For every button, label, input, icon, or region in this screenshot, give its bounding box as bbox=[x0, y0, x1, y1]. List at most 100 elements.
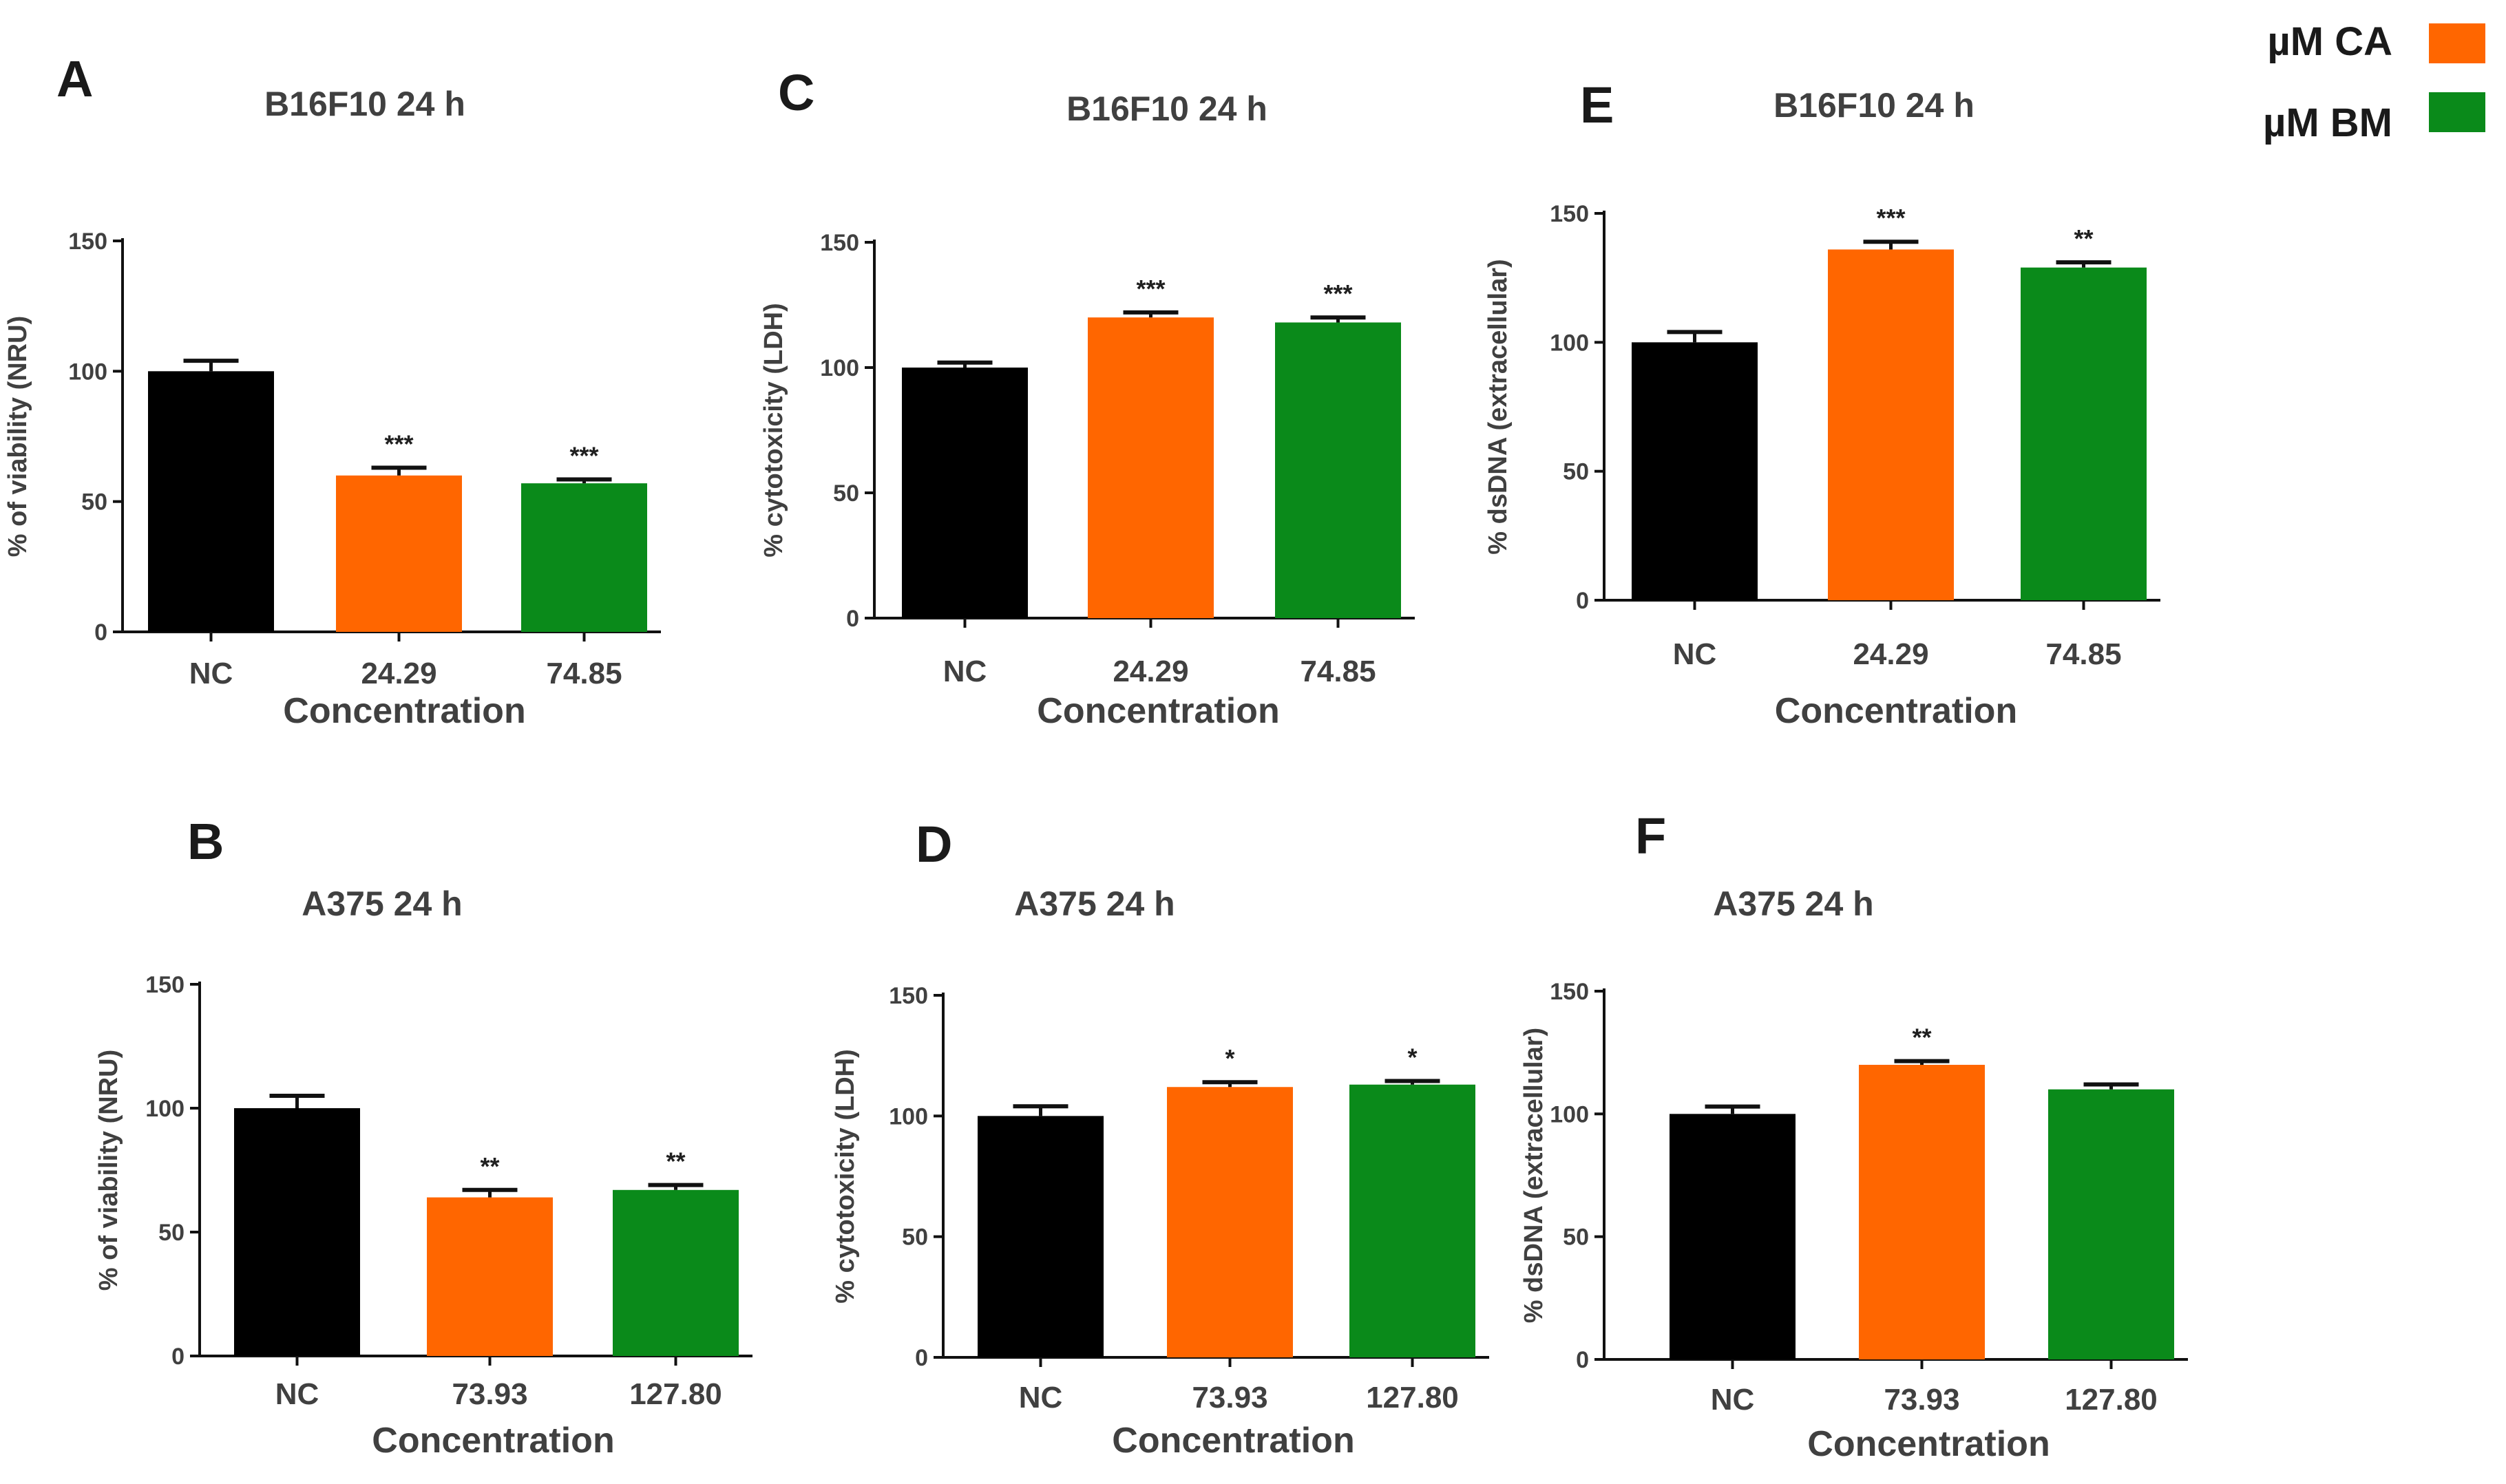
legend: µM CA µM BM bbox=[2263, 19, 2485, 145]
category-label: 24.29 bbox=[1853, 637, 1928, 671]
category-label: 73.93 bbox=[452, 1377, 527, 1411]
panel-E: E B16F10 24 h 0 50 100 150 % dsDNA (extracellu… bbox=[1484, 76, 2160, 731]
y-tick-label: 0 bbox=[846, 606, 859, 632]
category-label: 24.29 bbox=[1113, 655, 1188, 688]
significance-label: *** bbox=[384, 430, 413, 458]
x-axis-label: Concentration bbox=[1112, 1421, 1354, 1461]
bar bbox=[1859, 1065, 1985, 1359]
significance-label: ** bbox=[480, 1152, 499, 1180]
category-label: NC bbox=[275, 1377, 319, 1411]
legend-swatch bbox=[2429, 23, 2485, 63]
panel-title: B16F10 24 h bbox=[1773, 86, 1975, 125]
y-axis-label: % cytotoxicity (LDH) bbox=[759, 303, 788, 557]
y-tick-label: 100 bbox=[820, 355, 859, 381]
panel-title: B16F10 24 h bbox=[1066, 89, 1267, 128]
y-tick-label: 50 bbox=[158, 1220, 185, 1246]
bar bbox=[978, 1116, 1104, 1357]
bar bbox=[613, 1189, 739, 1356]
category-label: 74.85 bbox=[2045, 637, 2121, 671]
y-tick-label: 100 bbox=[889, 1103, 928, 1130]
bar bbox=[1167, 1087, 1293, 1357]
y-tick-label: 150 bbox=[145, 972, 185, 998]
y-tick-label: 150 bbox=[1550, 201, 1589, 227]
y-tick-label: 0 bbox=[1576, 1347, 1589, 1373]
category-label: NC bbox=[1673, 637, 1717, 671]
legend-label: µM CA bbox=[2267, 19, 2392, 64]
panel-letter: A bbox=[56, 50, 93, 107]
y-tick-label: 150 bbox=[68, 229, 107, 255]
significance-label: *** bbox=[1876, 204, 1905, 232]
bar bbox=[1828, 249, 1954, 600]
bar bbox=[148, 371, 274, 632]
y-tick-label: 50 bbox=[1563, 459, 1589, 485]
panel-letter: D bbox=[916, 816, 952, 873]
legend-swatch bbox=[2429, 92, 2485, 132]
category-label: NC bbox=[189, 657, 233, 690]
y-tick-label: 50 bbox=[81, 489, 107, 516]
bar bbox=[427, 1197, 553, 1356]
y-axis-label: % of viability (NRU) bbox=[94, 1050, 123, 1291]
category-label: 24.29 bbox=[361, 657, 436, 690]
category-label: 74.85 bbox=[546, 657, 622, 690]
significance-label: *** bbox=[569, 441, 598, 469]
bar bbox=[521, 483, 647, 632]
significance-label: *** bbox=[1136, 275, 1165, 303]
y-tick-label: 100 bbox=[1550, 1101, 1589, 1127]
x-axis-label: Concentration bbox=[283, 691, 525, 731]
category-label: 73.93 bbox=[1192, 1381, 1267, 1414]
bar bbox=[1275, 322, 1401, 618]
panel-D: D A375 24 h 0 50 100 150 % cytotoxicity (LDH) N… bbox=[831, 816, 1489, 1461]
panel-letter: C bbox=[778, 64, 814, 121]
significance-label: *** bbox=[1323, 279, 1352, 308]
y-axis-label: % of viability (NRU) bbox=[3, 316, 32, 557]
y-tick-label: 100 bbox=[1550, 330, 1589, 356]
x-axis-label: Concentration bbox=[1037, 691, 1279, 731]
bar bbox=[2021, 267, 2147, 600]
category-label: NC bbox=[1019, 1381, 1063, 1414]
significance-label: ** bbox=[666, 1147, 685, 1176]
y-tick-label: 100 bbox=[68, 359, 107, 385]
significance-label: ** bbox=[1912, 1024, 1931, 1052]
category-label: 127.80 bbox=[2065, 1383, 2158, 1417]
bar bbox=[1632, 342, 1758, 600]
bar bbox=[1670, 1114, 1796, 1359]
panel-letter: F bbox=[1635, 807, 1666, 865]
panel-title: A375 24 h bbox=[1713, 884, 1873, 923]
category-label: 127.80 bbox=[629, 1377, 722, 1411]
significance-label: ** bbox=[2074, 224, 2093, 253]
y-tick-label: 150 bbox=[1550, 979, 1589, 1005]
bar bbox=[2048, 1089, 2174, 1359]
y-tick-label: 50 bbox=[833, 480, 859, 507]
panel-letter: B bbox=[187, 813, 224, 870]
y-tick-label: 100 bbox=[145, 1096, 185, 1122]
panel-title: A375 24 h bbox=[302, 884, 462, 923]
category-label: 127.80 bbox=[1366, 1381, 1459, 1414]
panel-F: F A375 24 h 0 50 100 150% dsDNA (extracellula… bbox=[1519, 807, 2188, 1464]
x-axis-label: Concentration bbox=[372, 1421, 614, 1461]
bar bbox=[234, 1108, 360, 1356]
y-tick-label: 50 bbox=[902, 1225, 928, 1251]
y-tick-label: 0 bbox=[171, 1344, 185, 1370]
y-tick-label: 50 bbox=[1563, 1225, 1589, 1251]
panel-letter: E bbox=[1580, 76, 1614, 134]
bar bbox=[1088, 317, 1214, 618]
panels: A B16F10 24 h 0 50 100 150 % of viability (NRU… bbox=[3, 50, 2188, 1464]
category-label: 74.85 bbox=[1300, 655, 1376, 688]
y-tick-label: 150 bbox=[889, 983, 928, 1009]
panel-A: A B16F10 24 h 0 50 100 150 % of viability (NRU… bbox=[3, 50, 661, 731]
bar bbox=[336, 475, 462, 632]
x-axis-label: Concentration bbox=[1775, 691, 2017, 731]
y-tick-label: 150 bbox=[820, 230, 859, 256]
y-axis-label: % cytotoxicity (LDH) bbox=[831, 1049, 860, 1303]
category-label: 73.93 bbox=[1884, 1383, 1959, 1417]
x-axis-label: Concentration bbox=[1807, 1424, 2050, 1464]
y-tick-label: 0 bbox=[915, 1345, 928, 1371]
y-tick-label: 0 bbox=[1576, 588, 1589, 614]
y-axis-label: % dsDNA (extracellular) bbox=[1484, 259, 1513, 554]
category-label: NC bbox=[1711, 1383, 1755, 1417]
panel-C: C B16F10 24 h 0 50 100 150 % cytotoxicity (LDH… bbox=[759, 64, 1415, 731]
y-axis-label: % dsDNA (extracellular) bbox=[1519, 1028, 1548, 1323]
legend-label: µM BM bbox=[2263, 100, 2392, 145]
significance-label: * bbox=[1407, 1043, 1417, 1071]
